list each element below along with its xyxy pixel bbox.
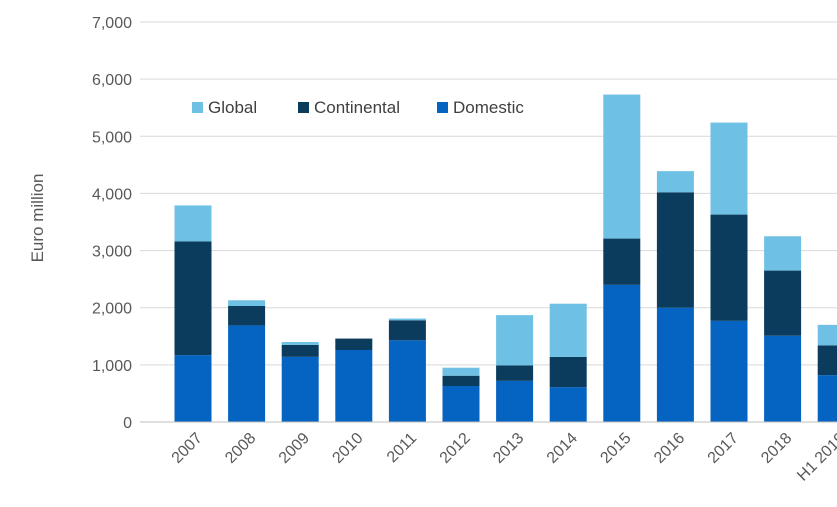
bar-segment-continental bbox=[496, 365, 533, 380]
bar-segment-continental bbox=[603, 239, 640, 285]
bar-segment-global bbox=[818, 325, 837, 346]
x-tick-label: 2018 bbox=[758, 430, 795, 467]
x-tick-label: 2007 bbox=[169, 430, 206, 467]
legend-label-continental: Continental bbox=[314, 98, 400, 117]
bar-segment-global bbox=[711, 123, 748, 215]
bar-segment-domestic bbox=[657, 308, 694, 422]
x-tick-label: 2013 bbox=[490, 430, 527, 467]
x-tick-label: 2016 bbox=[651, 430, 688, 467]
bar-segment-continental bbox=[764, 271, 801, 336]
bar-segment-continental bbox=[443, 376, 480, 386]
y-tick-label: 2,000 bbox=[92, 301, 132, 318]
legend-label-global: Global bbox=[208, 98, 257, 117]
bar-segment-domestic bbox=[228, 325, 265, 422]
bar-segment-global bbox=[550, 304, 587, 357]
bar-segment-continental bbox=[282, 345, 319, 357]
x-tick-label: 2010 bbox=[329, 430, 366, 467]
bar-segment-domestic bbox=[711, 321, 748, 422]
y-tick-label: 1,000 bbox=[92, 358, 132, 375]
bar-segment-global bbox=[496, 315, 533, 365]
bar-segment-domestic bbox=[282, 357, 319, 422]
x-tick-label: 2012 bbox=[437, 430, 474, 467]
legend-label-domestic: Domestic bbox=[453, 98, 524, 117]
bar-segment-global bbox=[603, 95, 640, 239]
bar-segment-domestic bbox=[818, 375, 837, 422]
bar-segment-global bbox=[764, 236, 801, 270]
x-tick-label: 2017 bbox=[705, 430, 742, 467]
bar-segment-domestic bbox=[496, 381, 533, 422]
y-tick-label: 3,000 bbox=[92, 244, 132, 261]
bar-segment-global bbox=[175, 205, 212, 241]
bar-segment-continental bbox=[389, 320, 426, 340]
y-tick-label: 7,000 bbox=[92, 15, 132, 32]
bar-segment-domestic bbox=[389, 340, 426, 422]
bar-segment-domestic bbox=[443, 386, 480, 422]
legend: Global Continental Domestic bbox=[192, 98, 524, 117]
x-tick-label: 2009 bbox=[276, 430, 313, 467]
bar-segment-domestic bbox=[175, 355, 212, 422]
bar-segment-continental bbox=[550, 357, 587, 387]
y-tick-label: 6,000 bbox=[92, 72, 132, 89]
x-tick-label: 2014 bbox=[544, 430, 581, 467]
y-tick-label: 5,000 bbox=[92, 129, 132, 146]
y-axis-label: Euro million bbox=[28, 174, 47, 263]
legend-swatch-continental bbox=[298, 102, 309, 113]
bar-segment-global bbox=[389, 319, 426, 321]
bar-segment-continental bbox=[657, 192, 694, 307]
legend-swatch-domestic bbox=[437, 102, 448, 113]
x-tick-label: 2008 bbox=[222, 430, 259, 467]
bar-segment-global bbox=[282, 342, 319, 345]
bar-segment-global bbox=[228, 300, 265, 306]
bar-segment-domestic bbox=[764, 336, 801, 422]
bar-segment-continental bbox=[711, 215, 748, 321]
bar-segment-domestic bbox=[335, 350, 372, 422]
bars bbox=[175, 95, 837, 422]
bar-segment-continental bbox=[175, 241, 212, 355]
bar-segment-domestic bbox=[550, 387, 587, 422]
x-tick-label: 2015 bbox=[597, 430, 634, 467]
x-tick-label: H1 2019 bbox=[794, 430, 837, 485]
legend-swatch-global bbox=[192, 102, 203, 113]
bar-segment-global bbox=[443, 368, 480, 376]
y-tick-label: 4,000 bbox=[92, 186, 132, 203]
bar-segment-continental bbox=[818, 345, 837, 375]
x-tick-label: 2011 bbox=[384, 430, 420, 466]
bar-segment-continental bbox=[228, 306, 265, 325]
y-tick-label: 0 bbox=[123, 415, 132, 432]
bar-segment-domestic bbox=[603, 285, 640, 422]
bar-segment-continental bbox=[335, 339, 372, 350]
bar-segment-global bbox=[657, 171, 694, 192]
